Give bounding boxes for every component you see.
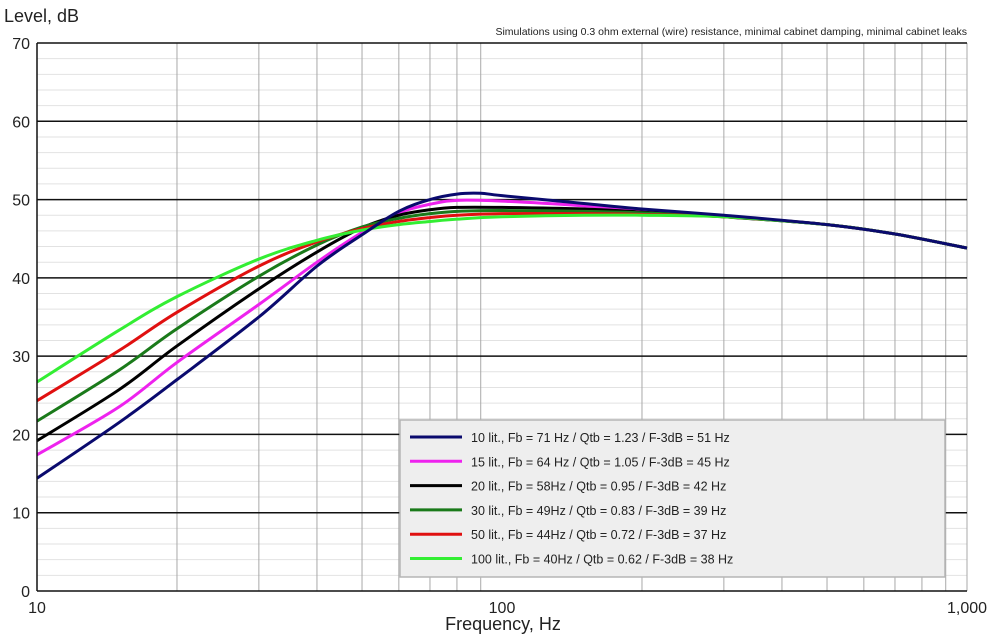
y-tick-label: 30 <box>12 349 30 366</box>
legend-label: 20 lit., Fb = 58Hz / Qtb = 0.95 / F-3dB … <box>471 480 726 494</box>
legend-label: 100 lit., Fb = 40Hz / Qtb = 0.62 / F-3dB… <box>471 553 733 567</box>
legend: 10 lit., Fb = 71 Hz / Qtb = 1.23 / F-3dB… <box>399 419 946 578</box>
y-tick-label: 70 <box>12 36 30 53</box>
y-tick-label: 10 <box>12 506 30 523</box>
x-tick-label: 100 <box>489 600 516 617</box>
series-line-0 <box>36 191 968 480</box>
legend-box <box>399 419 946 578</box>
chart-title: Level, dB <box>4 6 79 26</box>
x-tick-label: 1,000 <box>947 600 987 617</box>
x-tick-label: 10 <box>28 600 46 617</box>
legend-label: 50 lit., Fb = 44Hz / Qtb = 0.72 / F-3dB … <box>471 528 726 542</box>
x-axis-label: Frequency, Hz <box>445 614 561 634</box>
y-tick-label: 0 <box>21 584 30 601</box>
annotation: Simulations using 0.3 ohm external (wire… <box>495 26 967 38</box>
legend-label: 10 lit., Fb = 71 Hz / Qtb = 1.23 / F-3dB… <box>471 431 730 445</box>
y-tick-label: 50 <box>12 193 30 210</box>
curves <box>36 191 968 480</box>
legend-label: 15 lit., Fb = 64 Hz / Qtb = 1.05 / F-3dB… <box>471 455 730 469</box>
y-tick-label: 20 <box>12 427 30 444</box>
y-tick-label: 60 <box>12 114 30 131</box>
legend-label: 30 lit., Fb = 49Hz / Qtb = 0.83 / F-3dB … <box>471 504 726 518</box>
y-tick-label: 40 <box>12 271 30 288</box>
